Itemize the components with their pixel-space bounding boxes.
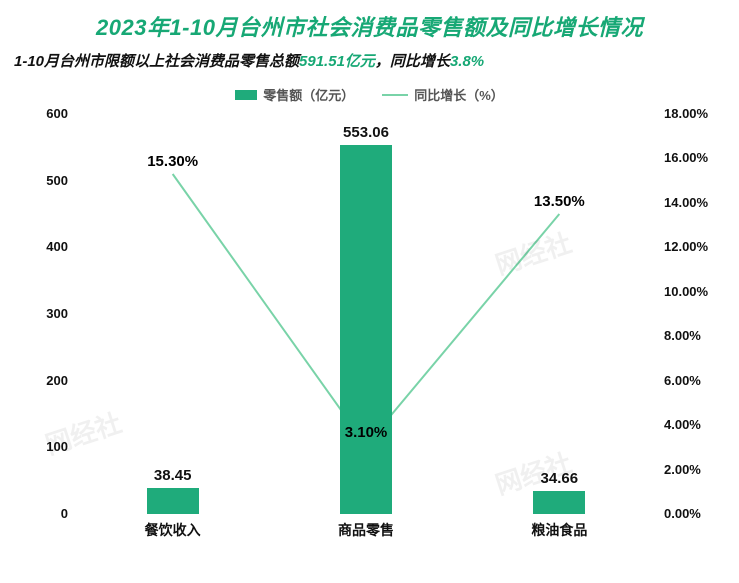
y-right-tick: 2.00% xyxy=(664,462,701,477)
y-right-tick: 12.00% xyxy=(664,239,708,254)
category-label: 餐饮收入 xyxy=(145,520,201,540)
line-value-label: 13.50% xyxy=(534,193,585,210)
legend-line-label: 同比增长（%） xyxy=(414,85,504,104)
y-right-tick: 14.00% xyxy=(664,195,708,210)
legend-item-line: 同比增长（%） xyxy=(382,85,504,104)
legend-item-bar: 零售额（亿元） xyxy=(235,85,354,104)
bar xyxy=(147,488,199,514)
bar-value-label: 553.06 xyxy=(343,124,389,141)
chart-title: 2023年1-10月台州市社会消费品零售额及同比增长情况 xyxy=(14,10,725,42)
bar-value-label: 38.45 xyxy=(154,467,192,484)
legend-swatch-bar xyxy=(235,90,257,100)
chart-area: 38.45553.0634.6615.30%3.10%13.50% 网经社 网经… xyxy=(14,114,725,544)
y-right-tick: 8.00% xyxy=(664,328,701,343)
y-right-tick: 4.00% xyxy=(664,417,701,432)
category-label: 商品零售 xyxy=(338,520,394,540)
legend-bar-label: 零售额（亿元） xyxy=(263,85,354,104)
subtitle-prefix: 1-10月台州市限额以上社会消费品零售总额 xyxy=(14,53,299,70)
line-value-label: 15.30% xyxy=(147,153,198,170)
y-right-tick: 16.00% xyxy=(664,150,708,165)
plot-area: 38.45 553.06 34.66 15.30% 3.10% 13.50% xyxy=(76,114,656,514)
y-right-tick: 0.00% xyxy=(664,506,701,521)
category-label: 粮油食品 xyxy=(531,520,587,540)
y-left-tick: 0 xyxy=(61,506,68,521)
y-right-tick: 18.00% xyxy=(664,106,708,121)
chart-subtitle: 1-10月台州市限额以上社会消费品零售总额591.51亿元，同比增长3.8% xyxy=(14,50,725,71)
line-value-label: 3.10% xyxy=(345,424,388,441)
y-right-tick: 6.00% xyxy=(664,373,701,388)
y-left-tick: 200 xyxy=(46,373,68,388)
bar xyxy=(533,491,585,514)
subtitle-mid: ，同比增长 xyxy=(375,53,450,70)
y-right-tick: 10.00% xyxy=(664,284,708,299)
y-left-tick: 500 xyxy=(46,173,68,188)
y-left-tick: 400 xyxy=(46,239,68,254)
y-left-tick: 300 xyxy=(46,306,68,321)
subtitle-value-1: 591.51亿元 xyxy=(299,53,375,70)
bar xyxy=(340,145,392,514)
y-left-tick: 600 xyxy=(46,106,68,121)
chart-container: 2023年1-10月台州市社会消费品零售额及同比增长情况 1-10月台州市限额以… xyxy=(0,0,739,583)
y-left-tick: 100 xyxy=(46,439,68,454)
bar-value-label: 34.66 xyxy=(541,470,579,487)
subtitle-value-2: 3.8% xyxy=(450,53,484,70)
legend-swatch-line xyxy=(382,94,408,96)
legend: 零售额（亿元） 同比增长（%） xyxy=(14,85,725,104)
